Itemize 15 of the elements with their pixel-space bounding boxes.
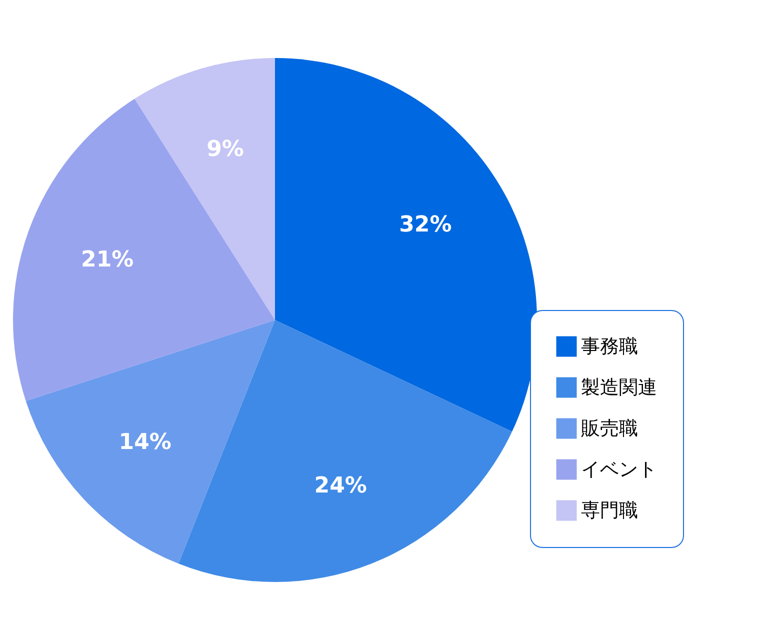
legend-label: 製造関連 xyxy=(581,376,657,398)
data-label: 24% xyxy=(314,474,367,499)
pie-slice xyxy=(178,320,512,582)
pie-slice xyxy=(13,98,275,401)
legend-label: 事務職 xyxy=(581,336,638,358)
data-label: 9% xyxy=(206,136,244,162)
data-label: 21% xyxy=(81,248,134,273)
pie-slice xyxy=(275,58,536,432)
legend-label: 専門職 xyxy=(581,500,638,522)
data-label: 32% xyxy=(399,212,452,238)
data-label: 14% xyxy=(118,430,172,455)
pie-slice xyxy=(26,320,275,564)
pie-slice xyxy=(134,58,275,320)
legend-label: イベント xyxy=(581,458,657,480)
legend-label: 販売職 xyxy=(581,418,638,440)
